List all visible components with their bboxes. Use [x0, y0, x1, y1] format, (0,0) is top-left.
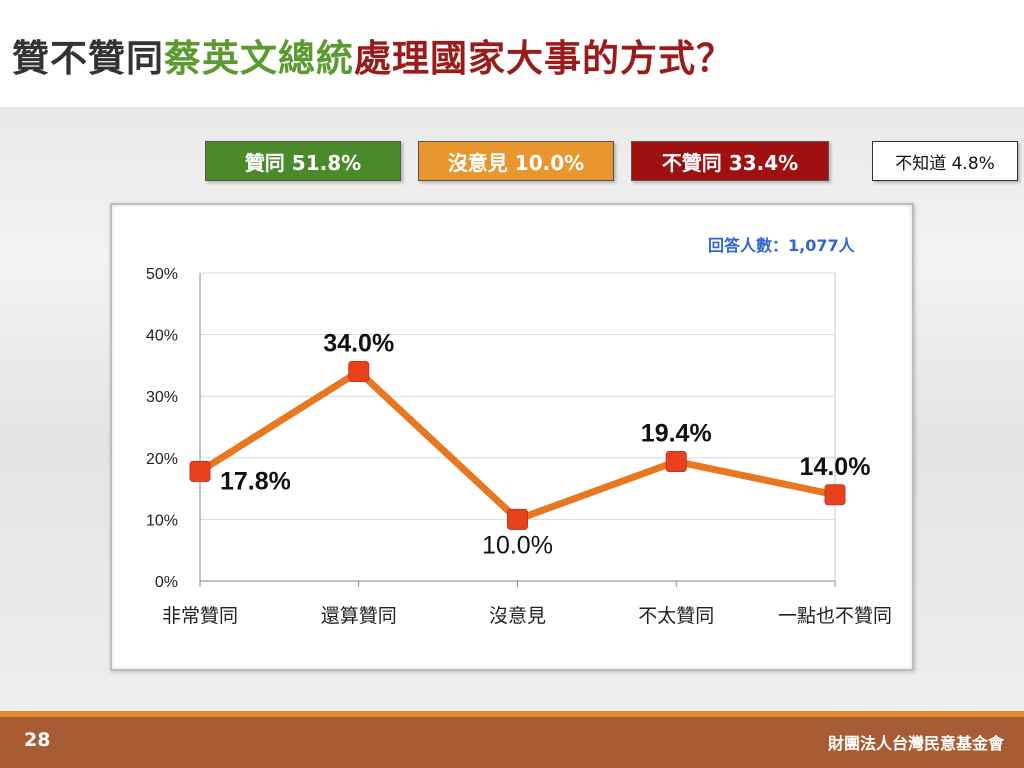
- data-label: 17.8%: [220, 467, 291, 495]
- x-tick-label: 不太贊同: [638, 605, 714, 627]
- data-label: 34.0%: [323, 330, 394, 358]
- y-tick-label: 40%: [146, 328, 178, 345]
- organization-name: 財團法人台灣民意基金會: [827, 734, 1004, 753]
- x-tick-label: 一點也不贊同: [778, 605, 892, 627]
- data-point-marker: [348, 361, 370, 383]
- x-tick-label: 還算贊同: [321, 605, 397, 627]
- title-part-1: 贊不贊同: [12, 37, 164, 80]
- summary-no-opinion: 沒意見 10.0%: [418, 141, 614, 181]
- data-label: 14.0%: [800, 453, 871, 481]
- data-point-marker: [507, 508, 528, 530]
- data-point-marker: [665, 450, 687, 472]
- title-part-3: 處理國家大事的方式？: [354, 37, 734, 80]
- y-tick-label: 20%: [146, 451, 178, 468]
- y-tick-label: 50%: [146, 266, 178, 283]
- series-line: [198, 368, 836, 523]
- y-tick-label: 0%: [155, 574, 178, 591]
- x-tick-label: 非常贊同: [162, 605, 238, 627]
- page-title: 贊不贊同蔡英文總統處理國家大事的方式？: [12, 28, 734, 82]
- data-label: 10.0%: [482, 531, 553, 559]
- data-label: 19.4%: [641, 419, 712, 447]
- summary-disagree: 不贊同 33.4%: [631, 141, 829, 181]
- x-tick-label: 沒意見: [489, 605, 546, 627]
- summary-dont-know: 不知道 4.8%: [872, 141, 1018, 181]
- title-part-2: 蔡英文總統: [164, 37, 354, 80]
- y-tick-label: 30%: [146, 389, 178, 406]
- chart-panel: [110, 203, 914, 671]
- data-point-marker: [824, 484, 846, 506]
- data-point-marker: [189, 460, 211, 482]
- page-number: 28: [24, 729, 51, 751]
- respondent-count: 回答人數：1,077人: [708, 236, 855, 255]
- summary-agree: 贊同 51.8%: [205, 141, 401, 181]
- y-tick-label: 10%: [146, 512, 178, 529]
- footer-bar: [0, 711, 1024, 768]
